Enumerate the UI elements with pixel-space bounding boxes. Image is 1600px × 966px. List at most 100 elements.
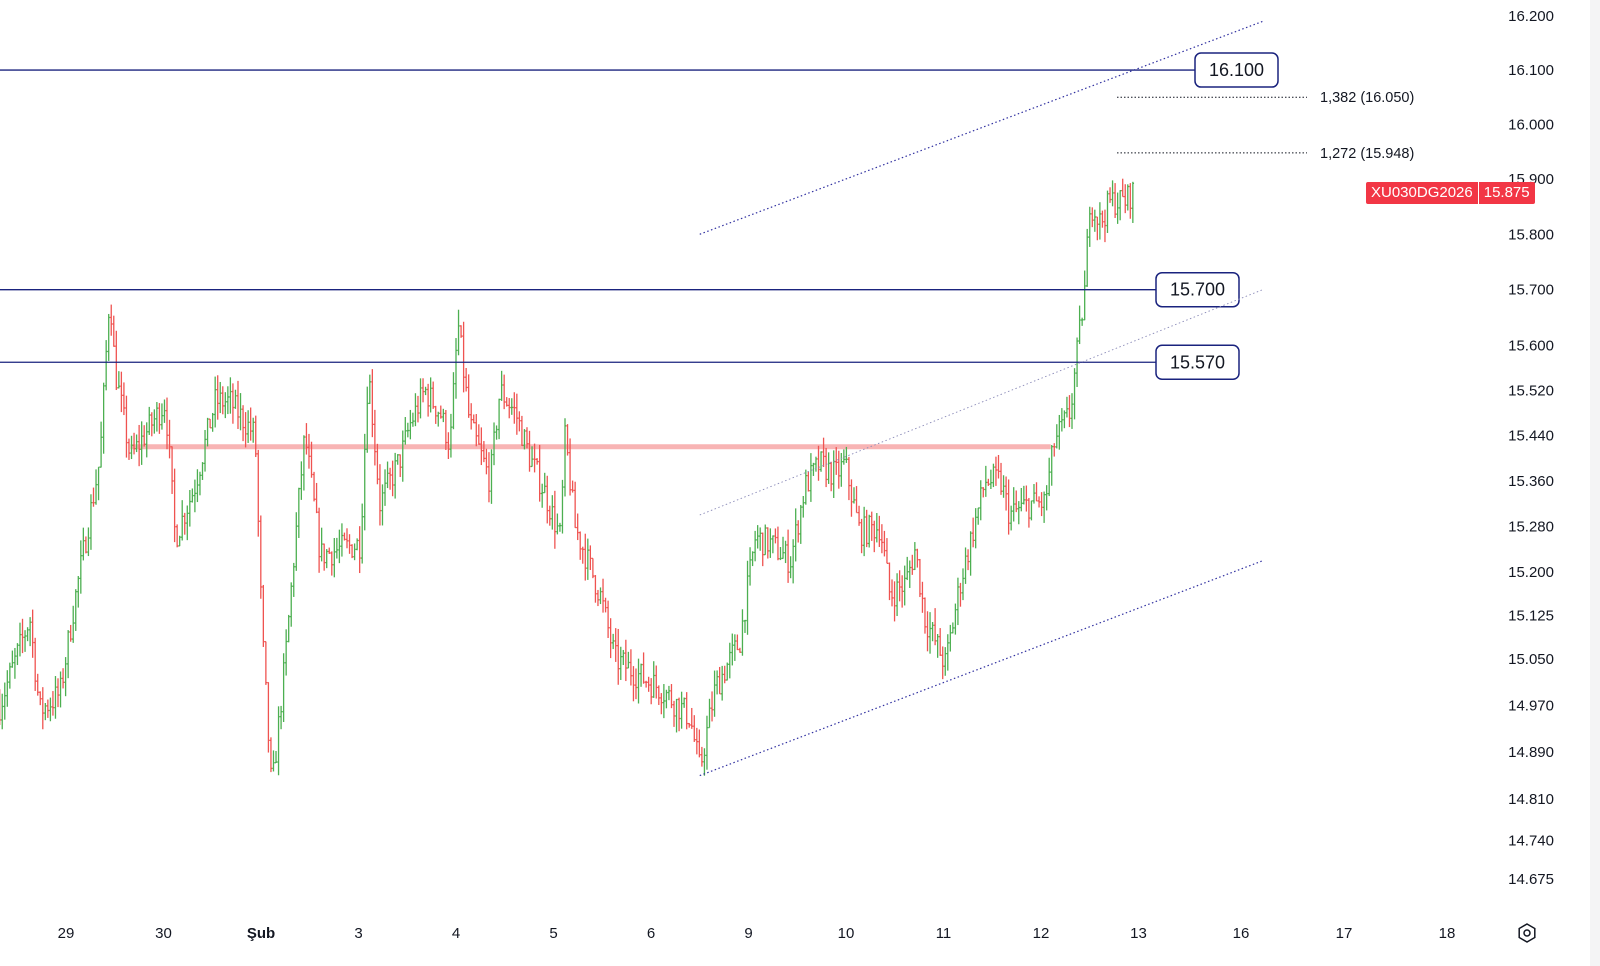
ohlc-bar xyxy=(66,630,70,679)
ohlc-bar xyxy=(868,514,871,548)
ohlc-bar xyxy=(726,662,729,681)
ohlc-bar xyxy=(442,408,445,423)
ohlc-bar xyxy=(713,670,716,717)
ohlc-bar xyxy=(1040,492,1043,517)
ohlc-bar xyxy=(112,315,115,347)
x-tick-label: Şub xyxy=(247,925,275,942)
ohlc-bar xyxy=(378,464,382,526)
ohlc-bar xyxy=(140,421,143,465)
ohlc-bar xyxy=(525,427,529,449)
y-tick-label: 15.050 xyxy=(1508,651,1554,668)
ohlc-bar xyxy=(698,729,701,758)
ohlc-bar xyxy=(46,699,50,718)
ohlc-bar xyxy=(160,403,164,430)
ohlc-bar xyxy=(538,444,541,502)
ohlc-bar xyxy=(933,608,937,646)
ohlc-bar xyxy=(941,646,944,680)
ohlc-bar xyxy=(609,618,612,659)
ohlc-bar xyxy=(399,454,402,478)
ohlc-bar xyxy=(330,551,333,576)
ohlc-bar xyxy=(437,411,440,427)
ohlc-bar xyxy=(781,536,785,560)
ohlc-bar xyxy=(203,429,207,472)
ohlc-bar xyxy=(1106,190,1109,233)
ohlc-bar xyxy=(893,581,896,622)
ohlc-bar xyxy=(158,403,161,434)
ohlc-bar xyxy=(1060,408,1064,432)
ohlc-bar xyxy=(885,538,889,565)
ohlc-bar xyxy=(634,668,638,700)
ohlc-bar xyxy=(31,609,34,658)
ohlc-bar xyxy=(426,383,430,417)
ohlc-bar xyxy=(257,449,260,537)
ohlc-bar xyxy=(911,554,914,575)
ohlc-bar xyxy=(870,511,873,541)
ohlc-bar xyxy=(28,617,32,647)
ohlc-bar xyxy=(931,621,934,642)
ohlc-bar xyxy=(82,527,85,561)
ohlc-bar xyxy=(297,487,301,538)
ohlc-bar xyxy=(594,575,597,603)
ohlc-bar xyxy=(561,479,564,534)
ohlc-bar xyxy=(122,382,126,416)
ohlc-bar xyxy=(89,494,93,550)
ohlc-bar xyxy=(262,584,265,647)
ohlc-bar xyxy=(1070,393,1074,429)
ohlc-bar xyxy=(92,487,95,507)
ohlc-bar xyxy=(1080,317,1084,326)
ohlc-bar xyxy=(183,512,186,535)
price-axis-scrollbar[interactable] xyxy=(1590,0,1600,966)
ohlc-bar xyxy=(533,443,536,473)
ohlc-bar xyxy=(424,386,427,396)
fib-level-label: 1,272 (15.948) xyxy=(1320,146,1414,162)
ohlc-bar xyxy=(467,374,470,418)
ohlc-bar xyxy=(201,462,204,480)
settings-icon[interactable] xyxy=(1516,922,1538,944)
ohlc-bar xyxy=(132,432,136,455)
ohlc-bar xyxy=(165,397,169,450)
ohlc-bar xyxy=(1113,183,1117,219)
ohlc-bar xyxy=(969,531,972,576)
x-tick-label: 29 xyxy=(58,925,75,942)
ohlc-bar xyxy=(764,524,767,556)
ohlc-bar xyxy=(206,417,209,447)
ohlc-bar xyxy=(72,605,75,643)
ohlc-bar xyxy=(1009,505,1013,531)
ohlc-bar xyxy=(431,381,435,409)
ohlc-bar xyxy=(178,535,181,547)
ohlc-bar xyxy=(366,386,369,453)
ohlc-bar xyxy=(604,597,607,613)
ohlc-bar xyxy=(115,330,118,391)
ohlc-bar xyxy=(568,438,572,496)
channel-upper-line xyxy=(699,20,1263,235)
ohlc-bar xyxy=(1068,395,1071,428)
ohlc-bar xyxy=(381,484,384,526)
symbol-label: XU030DG2026 xyxy=(1366,182,1478,204)
ohlc-bar xyxy=(642,652,645,684)
ohlc-bar xyxy=(890,579,894,607)
ohlc-bar xyxy=(921,581,924,613)
ohlc-bar xyxy=(419,378,422,419)
y-tick-label: 14.810 xyxy=(1508,791,1554,808)
ohlc-bar xyxy=(454,338,458,399)
ohlc-bar xyxy=(470,403,473,430)
ohlc-bar xyxy=(11,650,14,668)
ohlc-bar xyxy=(814,456,818,472)
ohlc-bar xyxy=(505,397,508,407)
ohlc-bar xyxy=(343,532,346,541)
ohlc-bar xyxy=(558,522,562,532)
ohlc-bar xyxy=(181,500,184,541)
ohlc-bar xyxy=(325,549,328,569)
ohlc-bar xyxy=(883,530,886,557)
ohlc-bar xyxy=(439,405,442,419)
ohlc-bar xyxy=(447,432,450,460)
ohlc-bar xyxy=(918,558,922,598)
ohlc-bar xyxy=(239,393,242,431)
ohlc-bar xyxy=(1037,496,1041,508)
ohlc-bar xyxy=(807,471,810,492)
ohlc-bar xyxy=(1093,209,1097,232)
ohlc-bar xyxy=(87,527,90,557)
ohlc-bar xyxy=(56,678,60,708)
ohlc-bar xyxy=(852,487,856,504)
